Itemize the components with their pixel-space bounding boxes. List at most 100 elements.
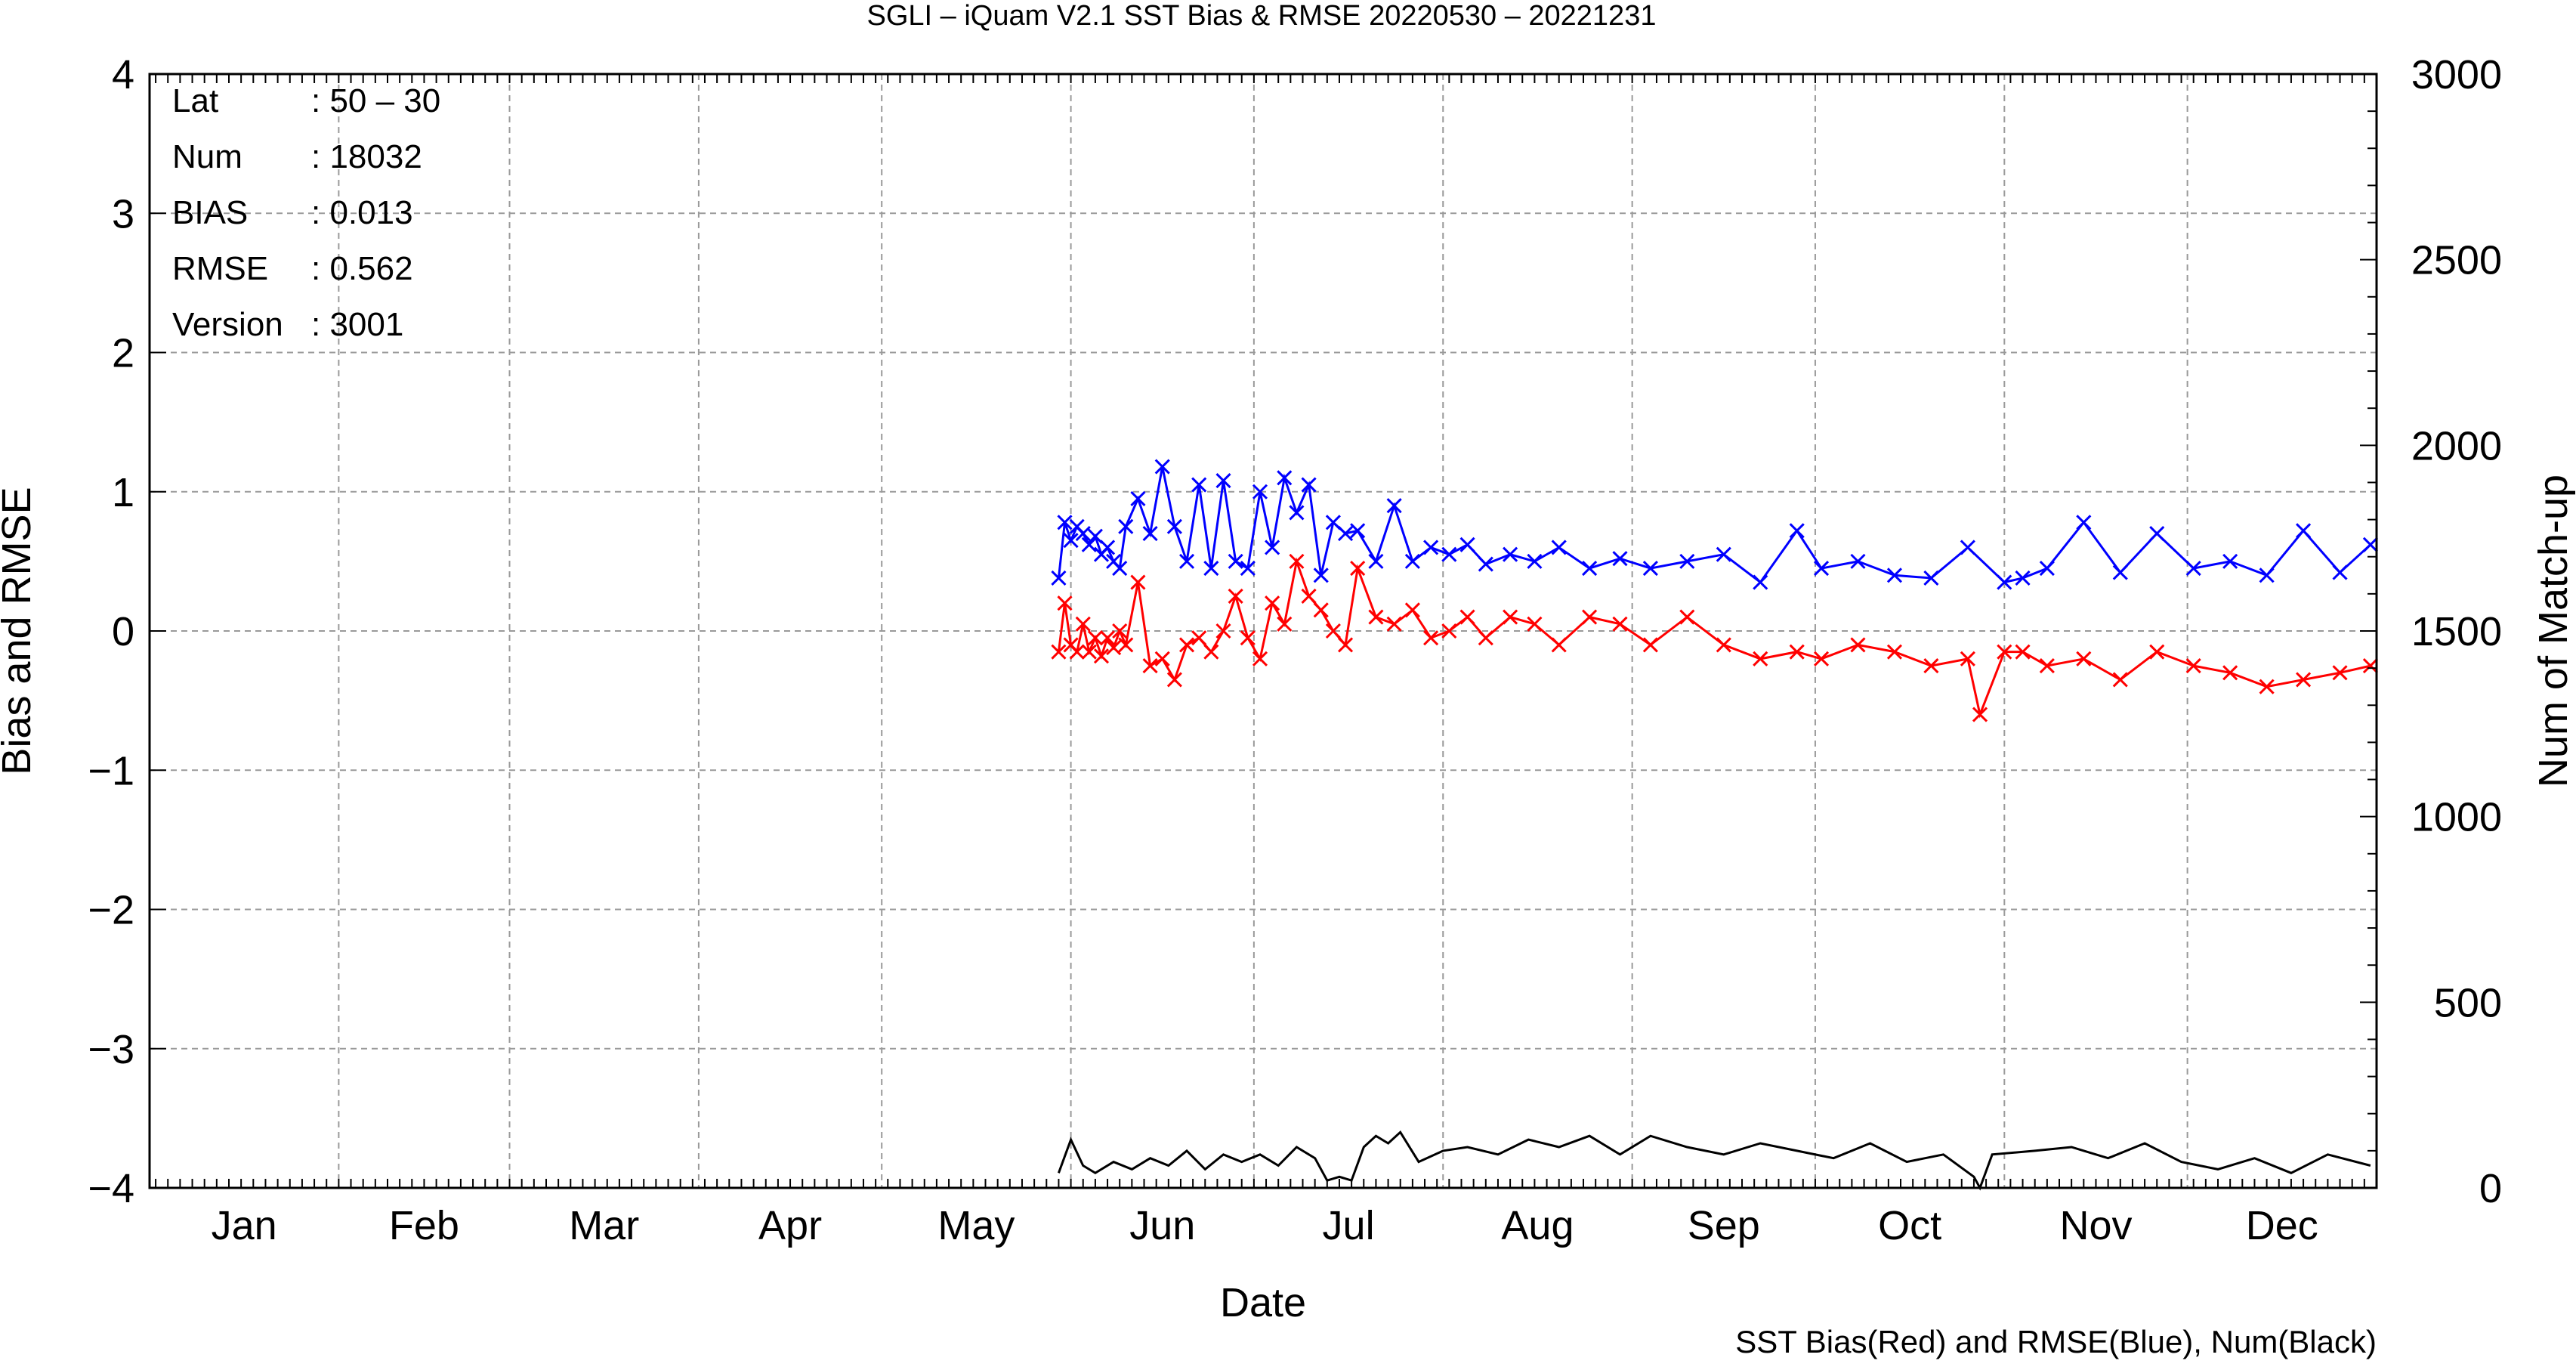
- data-point-rmse: [1960, 540, 1975, 555]
- data-point-bias: [1997, 644, 2012, 660]
- data-point-rmse: [1087, 528, 1103, 544]
- data-point-bias: [1087, 630, 1103, 646]
- data-point-bias: [2259, 679, 2275, 694]
- data-point-rmse: [1350, 523, 1366, 539]
- data-point-rmse: [2185, 561, 2201, 577]
- data-point-bias: [1459, 609, 1475, 625]
- data-point-bias: [1178, 637, 1195, 653]
- data-point-bias: [1337, 637, 1354, 653]
- data-point-rmse: [1503, 546, 1518, 562]
- x-minor-ticks: [155, 74, 2365, 1188]
- info-label: RMSE: [172, 250, 268, 287]
- data-point-bias: [1551, 637, 1567, 653]
- x-tick-label: Jan: [212, 1203, 277, 1248]
- x-tick-label: Jun: [1129, 1203, 1195, 1248]
- data-point-rmse: [1075, 525, 1091, 542]
- data-point-bias: [2296, 672, 2312, 688]
- data-point-bias: [1679, 609, 1695, 625]
- data-point-rmse: [2112, 564, 2128, 580]
- data-point-bias: [1313, 602, 1329, 618]
- data-point-bias: [1069, 644, 1085, 660]
- data-point-rmse: [2296, 523, 2312, 539]
- data-point-bias: [1960, 651, 1975, 666]
- x-tick-label: Jul: [1323, 1203, 1375, 1248]
- data-point-bias: [1252, 651, 1268, 666]
- data-point-bias: [1130, 574, 1146, 590]
- y-tick-label: 0: [112, 609, 134, 654]
- info-label: Lat: [172, 82, 218, 119]
- data-point-rmse: [1203, 561, 1219, 577]
- info-value: : 50 – 30: [311, 82, 440, 119]
- data-point-rmse: [1191, 477, 1207, 493]
- data-point-rmse: [1228, 553, 1243, 569]
- data-point-bias: [1166, 672, 1182, 688]
- data-point-bias: [1240, 630, 1256, 646]
- data-point-bias: [1813, 651, 1830, 666]
- data-point-bias: [1753, 651, 1768, 666]
- data-point-bias: [1612, 616, 1628, 632]
- data-point-rmse: [1478, 556, 1493, 572]
- data-point-bias: [2112, 672, 2128, 688]
- series-rmse: [1051, 459, 2378, 590]
- data-point-rmse: [2222, 553, 2238, 569]
- grid: [150, 74, 2377, 1188]
- y2-tick-label: 0: [2479, 1166, 2502, 1211]
- data-point-rmse: [1850, 553, 1866, 569]
- data-point-rmse: [1716, 546, 1731, 562]
- y-tick-label: 3: [112, 191, 134, 237]
- data-point-rmse: [1813, 561, 1830, 577]
- data-point-rmse: [1063, 533, 1079, 549]
- data-point-rmse: [1289, 505, 1305, 521]
- data-point-bias: [1277, 616, 1293, 632]
- data-point-bias: [1106, 640, 1122, 656]
- y-tick-labels: 4 3 2 1 0 −1 −2 −3 −4: [88, 52, 134, 1211]
- data-point-rmse: [1368, 553, 1384, 569]
- data-point-rmse: [1057, 515, 1073, 530]
- data-point-bias: [1154, 651, 1170, 666]
- data-point-rmse: [1679, 553, 1695, 569]
- data-point-rmse: [1886, 567, 1903, 583]
- data-point-rmse: [1441, 546, 1457, 562]
- data-point-bias: [1099, 630, 1116, 646]
- data-point-bias: [1057, 595, 1073, 611]
- data-point-rmse: [1118, 518, 1134, 534]
- data-point-rmse: [1753, 574, 1768, 590]
- data-point-bias: [2149, 644, 2165, 660]
- data-point-bias: [1404, 602, 1420, 618]
- data-point-rmse: [1997, 574, 2012, 590]
- data-point-rmse: [1423, 540, 1439, 555]
- data-point-rmse: [1051, 570, 1067, 586]
- info-value: : 18032: [311, 138, 422, 175]
- y2-axis-label: Num of Match-up: [2531, 475, 2576, 787]
- info-label: Num: [172, 138, 242, 175]
- x-tick-label: Nov: [2059, 1203, 2132, 1248]
- series-line-rmse: [1057, 466, 2371, 584]
- data-point-bias: [1215, 623, 1231, 639]
- series-bias: [1051, 553, 2378, 722]
- data-point-rmse: [1265, 540, 1280, 555]
- data-point-bias: [2332, 665, 2348, 681]
- data-point-rmse: [2076, 515, 2092, 530]
- series-line-bias: [1057, 557, 2371, 719]
- data-point-rmse: [1081, 537, 1097, 552]
- y-tick-label: −3: [88, 1027, 134, 1072]
- data-point-bias: [1228, 588, 1243, 604]
- y2-tick-labels: 3000 2500 2000 1500 1000 500 0: [2411, 52, 2502, 1211]
- data-point-bias: [1386, 616, 1402, 632]
- x-tick-label: Aug: [1501, 1203, 1574, 1248]
- data-point-rmse: [2015, 570, 2031, 586]
- y2-tick-label: 500: [2434, 980, 2502, 1025]
- data-point-bias: [1503, 609, 1518, 625]
- data-point-rmse: [1612, 551, 1628, 567]
- data-point-rmse: [2332, 564, 2348, 580]
- data-point-rmse: [2149, 525, 2165, 542]
- data-point-rmse: [1789, 523, 1805, 539]
- data-point-bias: [1582, 609, 1598, 625]
- data-point-rmse: [1325, 515, 1341, 530]
- info-value: : 0.562: [311, 250, 413, 287]
- x-tick-label: Mar: [569, 1203, 639, 1248]
- data-point-bias: [1923, 658, 1939, 674]
- data-point-rmse: [1551, 540, 1567, 555]
- data-point-rmse: [2362, 537, 2378, 552]
- data-point-bias: [1075, 616, 1091, 632]
